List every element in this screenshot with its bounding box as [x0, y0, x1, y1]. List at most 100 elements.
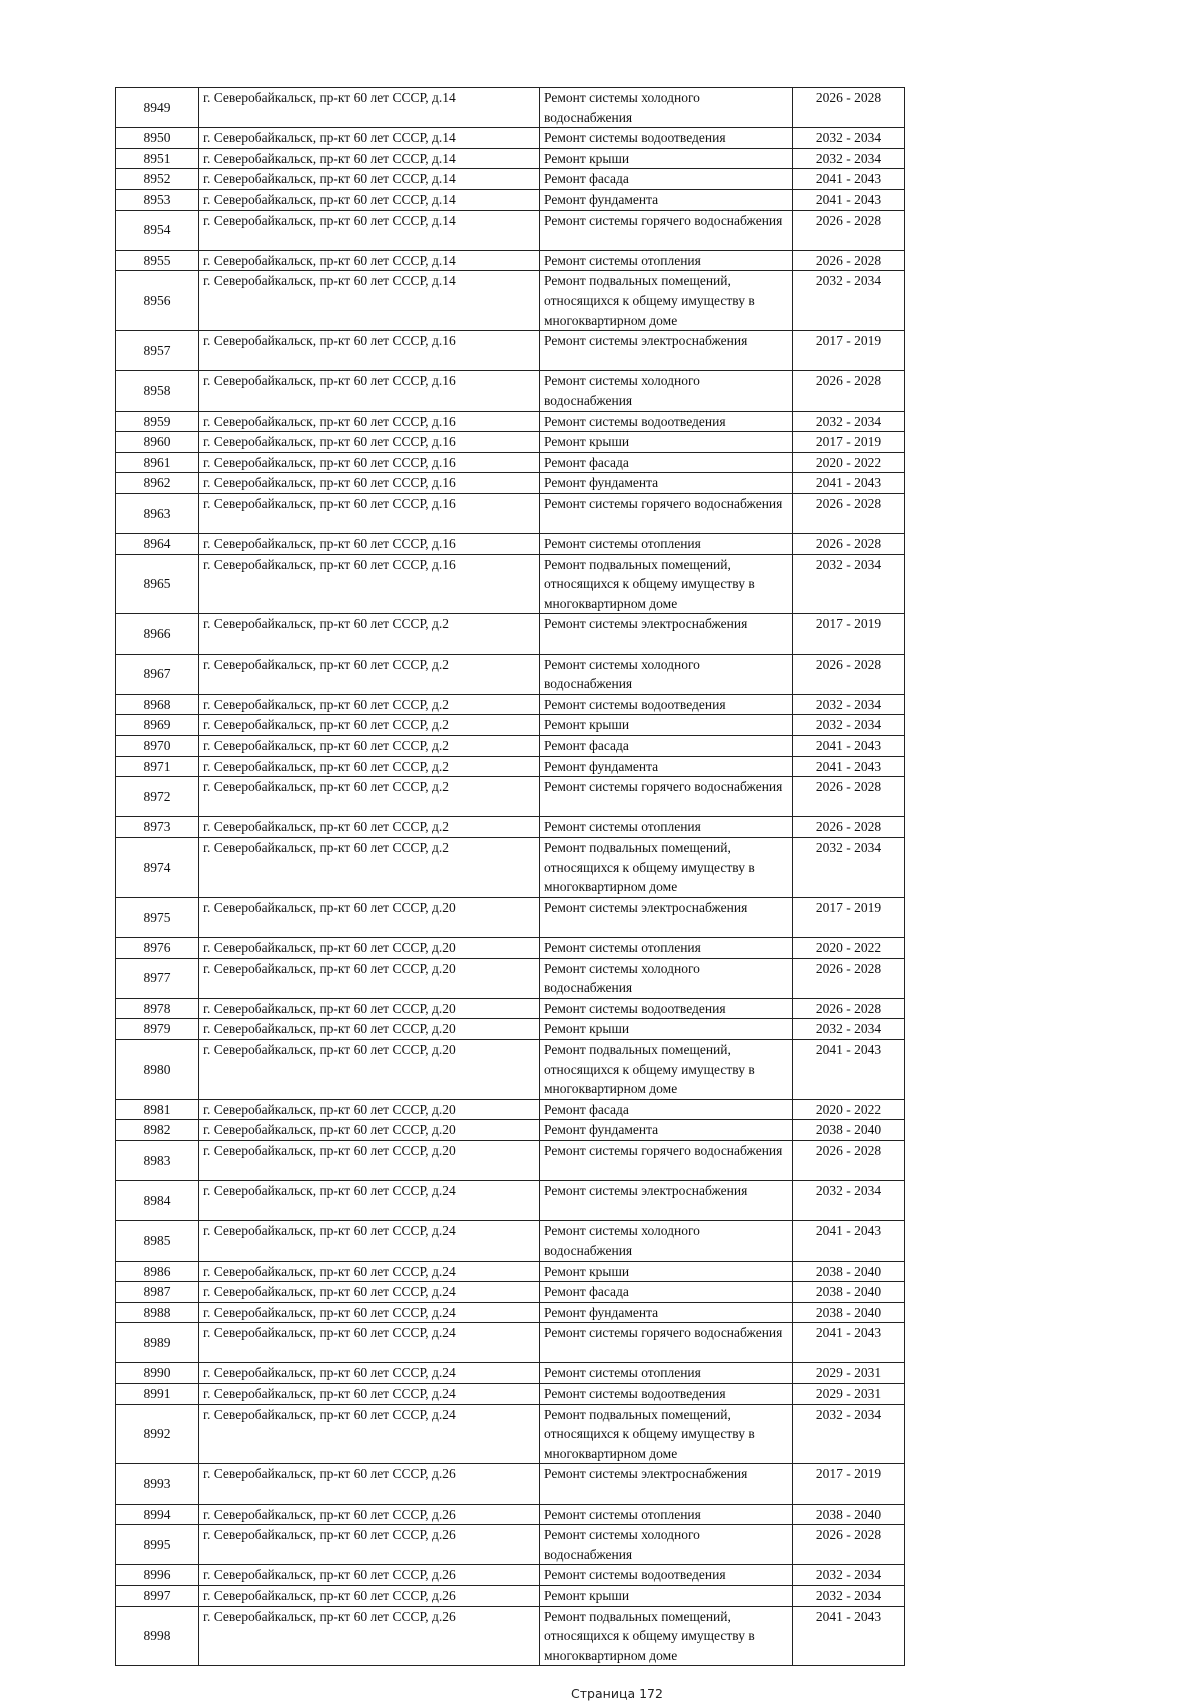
table-row: 8998 г. Северобайкальск, пр-кт 60 лет ССС… [115, 1605, 905, 1667]
period-cell: 2032 - 2034 [792, 693, 905, 716]
period-cell: 2038 - 2040 [792, 1119, 905, 1141]
page-number: Страница 172 [571, 1686, 663, 1702]
work-type-cell: Ремонт крыши [539, 431, 793, 453]
period-cell: 2041 - 2043 [792, 168, 905, 190]
table-row: 8949 г. Северобайкальск, пр-кт 60 лет ССС… [115, 86, 905, 129]
row-number-cell: 8982 [115, 1119, 199, 1141]
work-type-cell: Ремонт системы электроснабжения [539, 613, 793, 655]
period-cell: 2026 - 2028 [792, 1524, 905, 1566]
work-type-cell: Ремонт системы холодного водоснабжения [539, 86, 793, 129]
row-number-cell: 8964 [115, 533, 199, 555]
address-cell: г. Северобайкальск, пр-кт 60 лет СССР, д… [198, 249, 540, 272]
address-cell: г. Северобайкальск, пр-кт 60 лет СССР, д… [198, 533, 540, 555]
table-row: 8967 г. Северобайкальск, пр-кт 60 лет ССС… [115, 653, 905, 695]
row-number-cell: 8975 [115, 896, 199, 938]
work-type-cell: Ремонт системы холодного водоснабжения [539, 370, 793, 412]
row-number-cell: 8976 [115, 936, 199, 959]
address-cell: г. Северобайкальск, пр-кт 60 лет СССР, д… [198, 86, 540, 129]
row-number-cell: 8989 [115, 1322, 199, 1364]
work-type-cell: Ремонт фасада [539, 168, 793, 190]
row-number-cell: 8987 [115, 1281, 199, 1303]
row-number-cell: 8985 [115, 1220, 199, 1262]
address-cell: г. Северобайкальск, пр-кт 60 лет СССР, д… [198, 1119, 540, 1141]
work-type-cell: Ремонт подвальных помещений, относящихся… [539, 553, 793, 615]
period-cell: 2026 - 2028 [792, 1139, 905, 1182]
address-cell: г. Северобайкальск, пр-кт 60 лет СССР, д… [198, 936, 540, 959]
address-cell: г. Северобайкальск, пр-кт 60 лет СССР, д… [198, 1018, 540, 1040]
period-cell: 2026 - 2028 [792, 776, 905, 818]
address-cell: г. Северобайкальск, пр-кт 60 лет СССР, д… [198, 1220, 540, 1262]
table-row: 8974 г. Северобайкальск, пр-кт 60 лет ССС… [115, 837, 905, 898]
address-cell: г. Северобайкальск, пр-кт 60 лет СССР, д… [198, 147, 540, 170]
address-cell: г. Северобайкальск, пр-кт 60 лет СССР, д… [198, 693, 540, 716]
row-number-cell: 8994 [115, 1503, 199, 1526]
period-cell: 2029 - 2031 [792, 1362, 905, 1385]
address-cell: г. Северобайкальск, пр-кт 60 лет СССР, д… [198, 127, 540, 149]
table-row: 8955 г. Северобайкальск, пр-кт 60 лет ССС… [115, 249, 905, 272]
table-row: 8982 г. Северобайкальск, пр-кт 60 лет ССС… [115, 1119, 905, 1141]
row-number-cell: 8960 [115, 431, 199, 453]
row-number-cell: 8973 [115, 816, 199, 838]
table-row: 8957 г. Северобайкальск, пр-кт 60 лет ССС… [115, 330, 905, 372]
table-row: 8985 г. Северобайкальск, пр-кт 60 лет ССС… [115, 1220, 905, 1262]
row-number-cell: 8962 [115, 472, 199, 494]
table-row: 8996 г. Северобайкальск, пр-кт 60 лет ССС… [115, 1564, 905, 1587]
address-cell: г. Северобайкальск, пр-кт 60 лет СССР, д… [198, 613, 540, 655]
address-cell: г. Северобайкальск, пр-кт 60 лет СССР, д… [198, 1301, 540, 1324]
address-cell: г. Северобайкальск, пр-кт 60 лет СССР, д… [198, 816, 540, 838]
address-cell: г. Северобайкальск, пр-кт 60 лет СССР, д… [198, 188, 540, 211]
work-type-cell: Ремонт системы отопления [539, 816, 793, 838]
work-type-cell: Ремонт системы отопления [539, 533, 793, 555]
period-cell: 2032 - 2034 [792, 127, 905, 149]
period-cell: 2026 - 2028 [792, 997, 905, 1020]
address-cell: г. Северобайкальск, пр-кт 60 лет СССР, д… [198, 1524, 540, 1566]
table-row: 8958 г. Северобайкальск, пр-кт 60 лет ССС… [115, 370, 905, 412]
table-row: 8963 г. Северобайкальск, пр-кт 60 лет ССС… [115, 492, 905, 535]
row-number-cell: 8984 [115, 1180, 199, 1222]
address-cell: г. Северобайкальск, пр-кт 60 лет СССР, д… [198, 1463, 540, 1505]
table-row: 8971 г. Северобайкальск, пр-кт 60 лет ССС… [115, 755, 905, 778]
work-type-cell: Ремонт подвальных помещений, относящихся… [539, 270, 793, 332]
address-cell: г. Северобайкальск, пр-кт 60 лет СССР, д… [198, 1605, 540, 1667]
table-row: 8987 г. Северобайкальск, пр-кт 60 лет ССС… [115, 1281, 905, 1303]
period-cell: 2038 - 2040 [792, 1260, 905, 1283]
row-number-cell: 8965 [115, 553, 199, 615]
period-cell: 2032 - 2034 [792, 714, 905, 737]
table-row: 8978 г. Северобайкальск, пр-кт 60 лет ССС… [115, 997, 905, 1020]
period-cell: 2026 - 2028 [792, 957, 905, 999]
address-cell: г. Северобайкальск, пр-кт 60 лет СССР, д… [198, 330, 540, 372]
row-number-cell: 8983 [115, 1139, 199, 1182]
address-cell: г. Северобайкальск, пр-кт 60 лет СССР, д… [198, 451, 540, 474]
work-type-cell: Ремонт системы водоотведения [539, 997, 793, 1020]
work-type-cell: Ремонт системы электроснабжения [539, 330, 793, 372]
work-type-cell: Ремонт фундамента [539, 1119, 793, 1141]
table-row: 8964 г. Северобайкальск, пр-кт 60 лет ССС… [115, 533, 905, 555]
period-cell: 2032 - 2034 [792, 837, 905, 898]
work-type-cell: Ремонт фасада [539, 1098, 793, 1121]
row-number-cell: 8981 [115, 1098, 199, 1121]
work-type-cell: Ремонт системы горячего водоснабжения [539, 1139, 793, 1182]
row-number-cell: 8996 [115, 1564, 199, 1587]
row-number-cell: 8997 [115, 1585, 199, 1607]
address-cell: г. Северобайкальск, пр-кт 60 лет СССР, д… [198, 370, 540, 412]
table-row: 8951 г. Северобайкальск, пр-кт 60 лет ССС… [115, 147, 905, 170]
period-cell: 2017 - 2019 [792, 613, 905, 655]
period-cell: 2038 - 2040 [792, 1301, 905, 1324]
address-cell: г. Северобайкальск, пр-кт 60 лет СССР, д… [198, 837, 540, 898]
address-cell: г. Северобайкальск, пр-кт 60 лет СССР, д… [198, 735, 540, 757]
table-row: 8997 г. Северобайкальск, пр-кт 60 лет ССС… [115, 1585, 905, 1607]
period-cell: 2026 - 2028 [792, 816, 905, 838]
work-type-cell: Ремонт подвальных помещений, относящихся… [539, 1038, 793, 1100]
work-type-cell: Ремонт крыши [539, 1018, 793, 1040]
row-number-cell: 8988 [115, 1301, 199, 1324]
table-row: 8993 г. Северобайкальск, пр-кт 60 лет ССС… [115, 1463, 905, 1505]
row-number-cell: 8979 [115, 1018, 199, 1040]
period-cell: 2020 - 2022 [792, 936, 905, 959]
work-type-cell: Ремонт системы горячего водоснабжения [539, 209, 793, 251]
table-row: 8954 г. Северобайкальск, пр-кт 60 лет ССС… [115, 209, 905, 251]
row-number-cell: 8967 [115, 653, 199, 695]
work-type-cell: Ремонт системы горячего водоснабжения [539, 776, 793, 818]
table-row: 8984 г. Северобайкальск, пр-кт 60 лет ССС… [115, 1180, 905, 1222]
row-number-cell: 8990 [115, 1362, 199, 1385]
table-row: 8965 г. Северобайкальск, пр-кт 60 лет ССС… [115, 553, 905, 615]
